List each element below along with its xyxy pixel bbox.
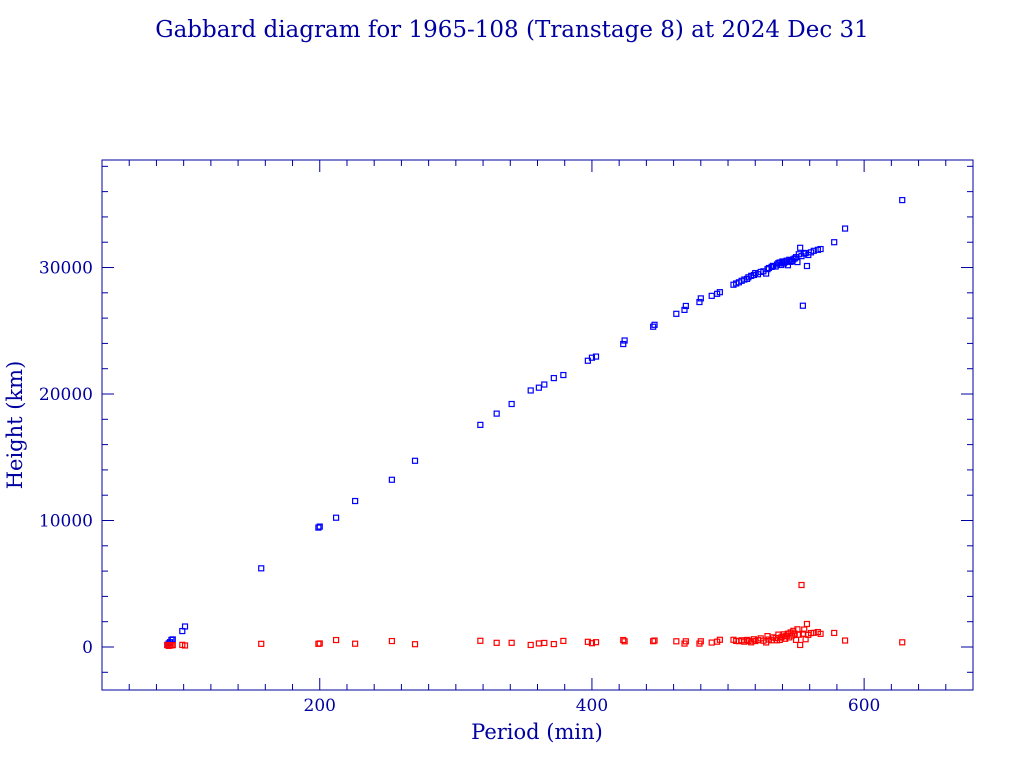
perigee-series [164, 581, 906, 649]
apogee-point [621, 337, 628, 344]
apogee-point [841, 225, 849, 232]
apogee-point [716, 289, 723, 296]
apogee-point [352, 497, 359, 505]
perigee-point [650, 638, 657, 645]
x-axis-label: Period (min) [471, 720, 603, 744]
perigee-point [750, 636, 757, 643]
apogee-point [388, 476, 395, 483]
apogee-point [673, 310, 680, 317]
perigee-point [817, 630, 824, 637]
y-tick-label: 20000 [39, 385, 93, 405]
perigee-point [477, 637, 484, 644]
perigee-point [352, 640, 359, 647]
perigee-point [841, 637, 849, 644]
x-axis: 200 400 600 [128, 160, 974, 716]
perigee-point [332, 636, 340, 644]
apogee-point [810, 247, 817, 254]
perigee-point [651, 637, 658, 644]
y-tick-label: 0 [82, 638, 93, 658]
perigee-point [682, 638, 689, 645]
apogee-point [592, 353, 600, 360]
apogee-point [332, 514, 340, 521]
apogee-point [831, 239, 838, 246]
perigee-point [169, 641, 176, 649]
apogee-point [650, 323, 657, 330]
apogee-point [696, 298, 703, 306]
apogee-point [560, 371, 567, 379]
perigee-point [493, 639, 500, 646]
perigee-point [584, 638, 591, 645]
apogee-point [550, 374, 557, 382]
apogee-point [535, 384, 542, 391]
apogee-point [697, 295, 704, 302]
x-tick-label: 200 [304, 696, 336, 716]
x-tick-label: 600 [848, 696, 880, 716]
apogee-point [681, 306, 688, 313]
apogee-point [527, 387, 534, 394]
chart-title: Gabbard diagram for 1965-108 (Transtage … [155, 17, 869, 43]
perigee-point [258, 640, 265, 647]
apogee-point [750, 271, 757, 279]
perigee-point [550, 640, 557, 648]
perigee-point [716, 636, 723, 643]
perigee-point [181, 642, 189, 649]
apogee-point [181, 623, 189, 630]
y-axis-label: Height (km) [3, 361, 27, 490]
apogee-point [411, 457, 419, 464]
perigee-point [588, 640, 596, 647]
apogee-point [817, 245, 824, 253]
perigee-point [899, 639, 906, 646]
perigee-point [620, 636, 627, 644]
plot-frame [101, 159, 974, 691]
apogee-point [316, 523, 323, 530]
perigee-point [810, 629, 817, 636]
perigee-point [535, 640, 542, 647]
apogee-point [169, 636, 176, 643]
apogee-point [794, 258, 801, 266]
apogee-point [899, 196, 906, 204]
perigee-point [508, 639, 515, 646]
apogee-point [682, 302, 689, 310]
x-tick-label: 400 [576, 696, 608, 716]
perigee-point [803, 620, 811, 628]
perigee-point [708, 639, 715, 646]
perigee-point [831, 629, 838, 637]
apogee-point [620, 340, 627, 348]
apogee-point [258, 565, 265, 572]
perigee-point [697, 638, 704, 645]
perigee-point [592, 639, 600, 646]
apogee-point [541, 381, 548, 388]
apogee-series [164, 196, 906, 649]
perigee-point [527, 641, 534, 649]
apogee-point [493, 410, 500, 417]
apogee-point [315, 524, 322, 531]
y-axis: 0 10000 20000 30000 [39, 165, 973, 673]
perigee-point [316, 640, 323, 647]
perigee-point [411, 641, 419, 648]
perigee-point [797, 641, 804, 649]
y-tick-label: 10000 [39, 512, 93, 532]
perigee-point [388, 637, 395, 645]
apogee-point [799, 302, 806, 309]
perigee-point [673, 638, 680, 645]
perigee-point [560, 637, 567, 645]
perigee-point [795, 631, 802, 638]
perigee-point [621, 638, 628, 645]
plot-border [101, 159, 974, 691]
apogee-point [651, 321, 658, 328]
apogee-point [708, 292, 715, 299]
apogee-point [803, 262, 811, 270]
apogee-point [797, 244, 804, 251]
apogee-point [588, 354, 596, 361]
apogee-point [477, 421, 484, 428]
perigee-point [541, 639, 548, 647]
apogee-point [508, 400, 515, 408]
apogee-point [801, 250, 808, 257]
y-tick-label: 30000 [39, 259, 93, 279]
perigee-point [798, 581, 805, 589]
